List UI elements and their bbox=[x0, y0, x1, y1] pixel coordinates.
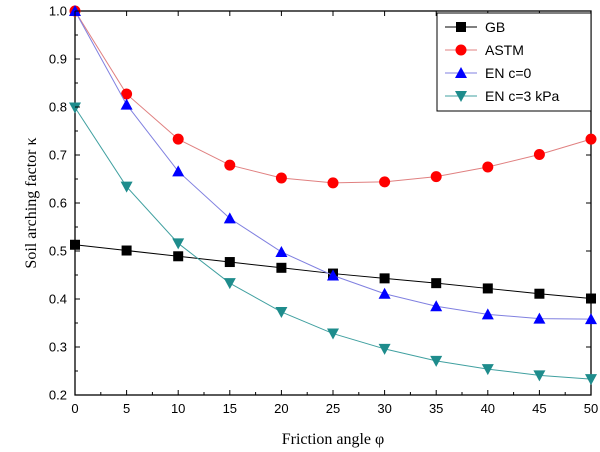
data-point bbox=[379, 273, 390, 284]
legend-marker bbox=[455, 44, 467, 56]
series-en-c-3-kpa bbox=[69, 102, 597, 386]
x-tick-label: 5 bbox=[123, 401, 130, 416]
data-point bbox=[585, 133, 597, 145]
y-tick-label: 0.2 bbox=[49, 388, 67, 403]
data-point bbox=[533, 149, 545, 161]
data-point bbox=[173, 251, 184, 262]
x-tick-label: 15 bbox=[223, 401, 237, 416]
x-tick-label: 20 bbox=[274, 401, 288, 416]
y-tick-label: 0.5 bbox=[49, 244, 67, 259]
data-point bbox=[172, 165, 185, 177]
legend-label: GB bbox=[485, 19, 505, 35]
data-point bbox=[585, 374, 597, 386]
data-point bbox=[223, 212, 236, 224]
data-point bbox=[585, 313, 597, 325]
legend-marker bbox=[455, 67, 467, 78]
legend-label: ASTM bbox=[485, 42, 524, 58]
data-point bbox=[378, 287, 391, 299]
data-point bbox=[172, 238, 185, 250]
data-point bbox=[275, 306, 288, 318]
y-tick-label: 0.9 bbox=[49, 52, 67, 67]
data-point bbox=[224, 159, 236, 171]
y-tick-label: 0.4 bbox=[49, 292, 67, 307]
data-point bbox=[275, 172, 287, 184]
y-tick-label: 0.3 bbox=[49, 340, 67, 355]
data-point bbox=[533, 312, 546, 324]
data-point bbox=[223, 278, 236, 290]
data-point bbox=[276, 262, 287, 273]
data-point bbox=[482, 283, 493, 294]
data-point bbox=[327, 269, 339, 281]
data-point bbox=[481, 364, 494, 376]
data-point bbox=[70, 239, 80, 250]
legend-marker bbox=[455, 91, 467, 102]
data-point bbox=[120, 181, 133, 193]
y-tick-label: 1.0 bbox=[49, 4, 67, 19]
data-point bbox=[430, 300, 443, 312]
data-point bbox=[481, 308, 494, 320]
data-point bbox=[224, 257, 235, 268]
x-tick-label: 30 bbox=[377, 401, 391, 416]
x-tick-label: 45 bbox=[532, 401, 546, 416]
data-point bbox=[69, 102, 81, 114]
data-point bbox=[430, 171, 442, 183]
y-axis-title: Soil arching factor κ bbox=[23, 137, 40, 268]
legend-item: ASTM bbox=[445, 42, 524, 58]
data-point bbox=[120, 98, 133, 110]
legend-item: EN c=3 kPa bbox=[445, 88, 560, 104]
y-tick-label: 0.6 bbox=[49, 196, 67, 211]
data-point bbox=[431, 278, 442, 289]
x-tick-label: 25 bbox=[326, 401, 340, 416]
data-point bbox=[379, 176, 391, 188]
x-axis-title: Friction angle φ bbox=[282, 431, 385, 448]
data-point bbox=[378, 343, 391, 355]
legend-item: GB bbox=[445, 19, 505, 35]
x-tick-label: 10 bbox=[171, 401, 185, 416]
legend-label: EN c=3 kPa bbox=[485, 88, 560, 104]
data-point bbox=[534, 288, 545, 299]
legend-label: EN c=0 bbox=[485, 65, 532, 81]
data-point bbox=[430, 355, 443, 367]
data-point bbox=[275, 245, 288, 257]
x-tick-label: 40 bbox=[481, 401, 495, 416]
data-point bbox=[121, 88, 133, 100]
data-point bbox=[121, 245, 132, 256]
data-point bbox=[533, 370, 546, 382]
axes-layer: 0 5 10 15 20 25 30 35 40 45 50 0.2 0.3 0.4 0.5 0.6 0.7 0.… bbox=[49, 4, 598, 417]
legend: GB ASTM EN c=0 EN c=3 kPa bbox=[436, 12, 592, 112]
data-point bbox=[327, 177, 339, 189]
legend-marker bbox=[456, 22, 466, 32]
series-layer bbox=[69, 5, 597, 386]
x-tick-label: 35 bbox=[429, 401, 443, 416]
y-tick-label: 0.7 bbox=[49, 148, 67, 163]
y-tick-label: 0.8 bbox=[49, 100, 67, 115]
x-tick-label: 0 bbox=[71, 401, 78, 416]
data-point bbox=[172, 133, 184, 145]
data-point bbox=[327, 328, 339, 340]
legend-item: EN c=0 bbox=[445, 65, 532, 81]
x-tick-label: 50 bbox=[584, 401, 598, 416]
data-point bbox=[482, 161, 494, 173]
